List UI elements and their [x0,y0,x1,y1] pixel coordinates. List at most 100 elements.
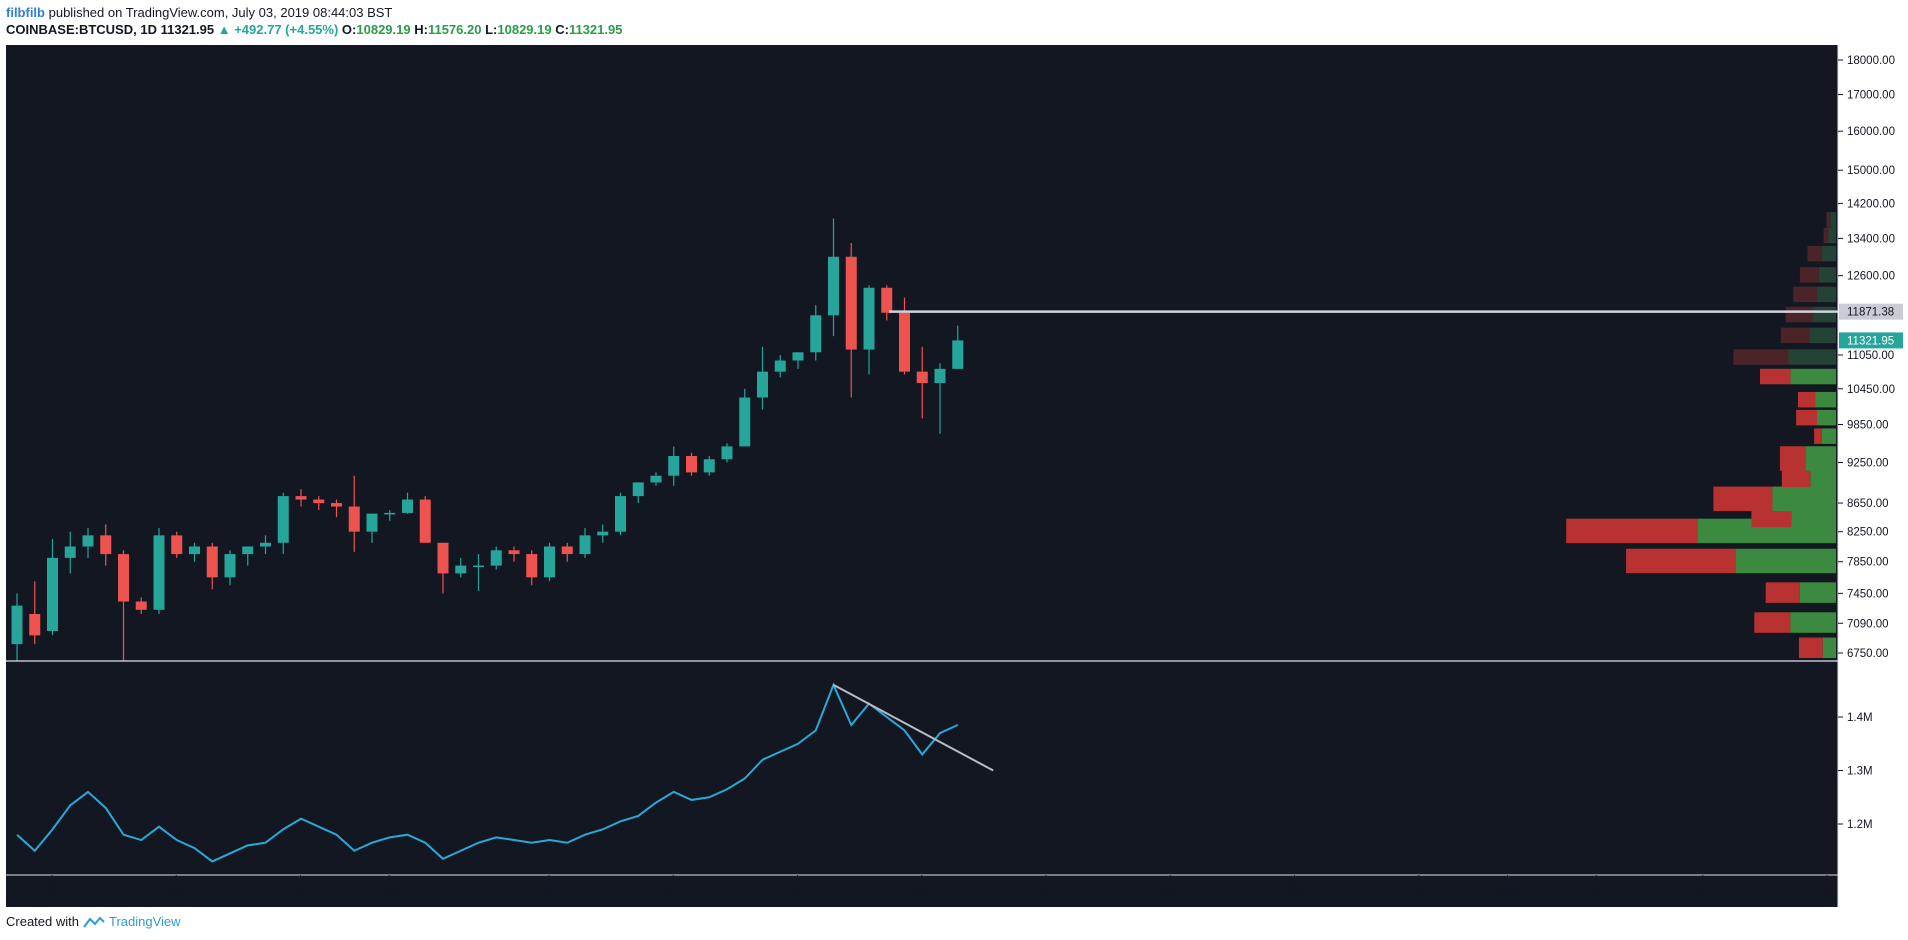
low-value: 10829.19 [497,22,552,37]
published-text: published on TradingView.com, July 03, 2… [45,5,393,20]
vp-down-bar [1566,518,1698,544]
candle-body [899,312,910,372]
candle-body [206,546,218,578]
publish-info: filbfilb published on TradingView.com, J… [6,4,622,21]
time-tick-label: 13 [46,885,59,897]
vp-down-bar [1780,327,1810,344]
candle-body [615,496,626,532]
candle-body [828,256,839,316]
vp-down-bar [1798,637,1823,659]
vp-up-bar [1790,612,1836,633]
candle-body [118,554,129,602]
price-tick-label: 10450.00 [1847,384,1895,396]
candle-body [721,446,733,460]
time-tick-label: 12 [1696,885,1709,897]
time-tick-label: 24 [791,885,804,897]
vp-up-bar [1828,227,1836,244]
candle-body [952,340,964,369]
candle-body [863,287,875,350]
price-tick-label: 16000.00 [1847,126,1895,138]
indicator-line [16,682,959,863]
price-tick-label: 15000.00 [1847,165,1895,177]
close-label: C: [555,22,569,37]
candle-body [668,456,680,476]
vp-up-bar [1799,582,1836,603]
candle-body [11,605,23,645]
candle-body [419,499,431,543]
candle-body [579,535,591,555]
candle-body [845,256,857,350]
vp-up-bar [1790,368,1836,385]
price-tick-label: 9250.00 [1847,458,1889,470]
vp-up-bar [1772,486,1836,512]
candle-body [774,360,786,372]
candle-body [313,499,325,504]
candle-body [810,315,822,353]
time-tick-label: Jul [914,885,929,897]
price-tick-label: 6750.00 [1847,648,1889,660]
time-tick-label: 8 [1043,885,1049,897]
candle-body [455,565,467,574]
price-change: ▲ +492.77 (+4.55%) [217,22,339,37]
candle-body [348,506,360,532]
candle-body [597,531,609,536]
price-tick-label: 12600.00 [1847,271,1895,283]
symbol-label[interactable]: COINBASE:BTCUSD, 1D [6,22,157,37]
candle-body [171,535,183,555]
price-tick-label: 17000.00 [1847,90,1895,102]
candle-body [508,550,520,555]
candle-body [881,287,893,313]
candle-body [224,554,236,578]
created-with-text: Created with [6,914,79,929]
candle-body [916,371,928,383]
tradingview-brand-link[interactable]: TradingView [108,914,181,929]
vp-down-bar [1807,245,1822,262]
vp-up-bar [1815,391,1836,408]
candle-body [295,496,307,500]
candle-body [792,352,804,361]
vp-up-bar [1821,428,1836,444]
last-price-tag: 11321.95 [1839,332,1903,349]
price-tick-label: 8250.00 [1847,527,1889,539]
candle-body [526,554,538,578]
open-label: O: [341,22,357,37]
vp-up-bar [1821,245,1836,262]
candle-body [686,456,697,473]
vp-down-bar [1785,306,1813,323]
candle-body [277,496,289,543]
time-tick-label: 19 [1821,885,1834,897]
price-tick-label: 9850.00 [1847,420,1889,432]
time-tick-label: Jun [380,885,399,897]
price-tick-label: 7090.00 [1847,618,1889,630]
vp-down-bar [1814,428,1822,444]
price-axis[interactable]: 6750.00 7090.00 7450.00 7850.00 8250.00 8650.… [1838,55,1903,660]
vp-down-bar [1826,212,1831,228]
indicator-trendline[interactable] [833,684,994,772]
candle-body [703,459,715,473]
indicator-tick-label: 1.3M [1847,766,1873,778]
price-tick-label: 13400.00 [1847,233,1895,245]
indicator-axis[interactable]: 1.2M 1.3M 1.4M [1838,712,1873,831]
time-tick-label: 15 [1164,885,1177,897]
indicator-tick-label: 1.2M [1847,819,1873,831]
candle-body [757,371,768,398]
chart-background [6,45,1838,907]
candle-body [402,499,413,513]
high-value: 11576.20 [427,22,482,37]
time-tick-label: 27 [294,885,307,897]
vp-up-bar [1830,212,1836,228]
vp-up-bar [1809,327,1836,344]
time-axis[interactable]: 13 20 27 Jun 10 17 24 Jul 8 15 22 27 Aug 6 12 19 [46,875,1834,897]
price-tick-label: 18000.00 [1847,55,1895,67]
vp-up-bar [1817,409,1836,426]
candle-body [153,535,165,610]
time-tick-label: 6 [1593,885,1599,897]
candle-body [242,546,254,555]
vp-up-bar [1822,637,1836,659]
candle-body [934,368,946,383]
vp-up-bar [1805,446,1836,471]
vp-down-bar [1799,267,1819,283]
author-link[interactable]: filbfilb [6,5,45,20]
candle-body [47,557,58,632]
